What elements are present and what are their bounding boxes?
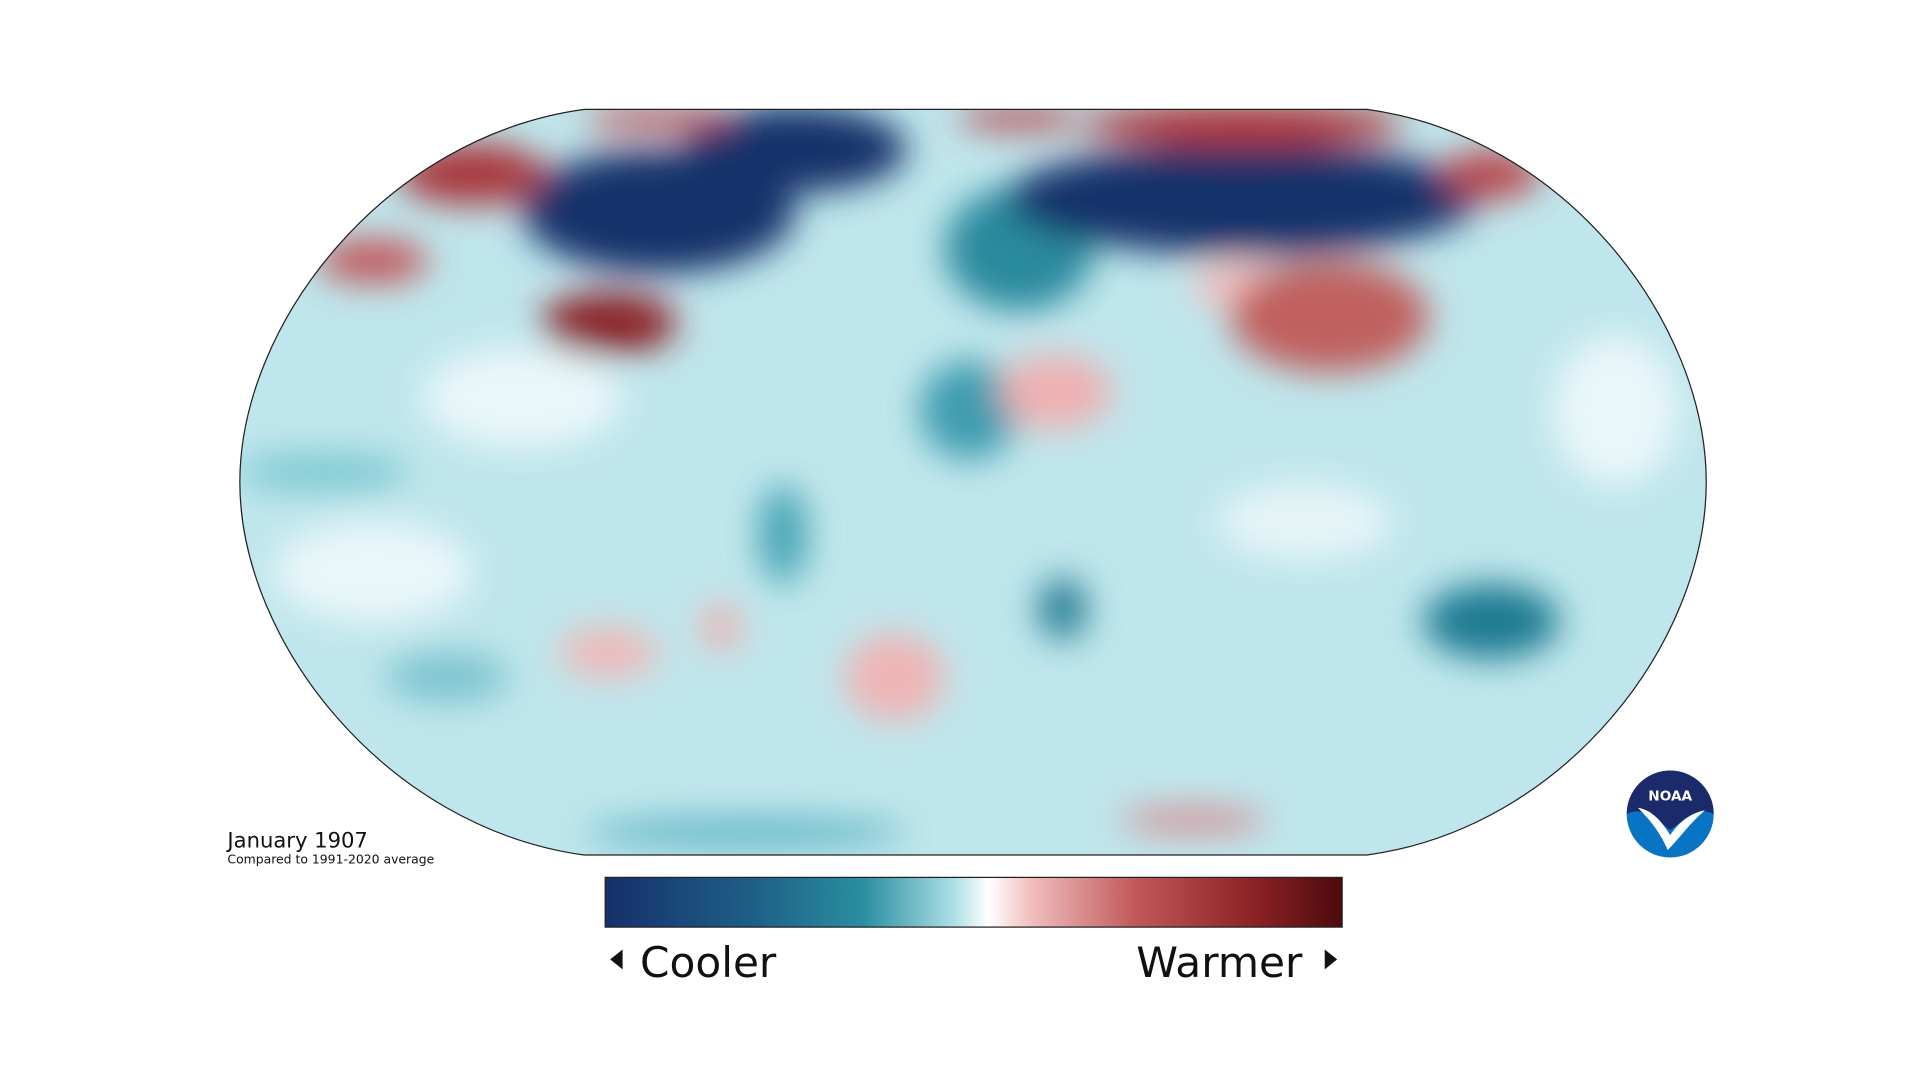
anomaly-map — [239, 109, 1707, 856]
color-scale — [604, 876, 1343, 928]
legend-low: Cooler — [640, 938, 777, 987]
map-subtitle: Compared to 1991-2020 average — [227, 852, 434, 867]
warmer-arrow — [1324, 949, 1338, 970]
map-title: January 1907 — [225, 828, 367, 853]
legend-high: Warmer — [1136, 938, 1303, 987]
logo-text: NOAA — [1648, 788, 1692, 804]
map-outline — [239, 108, 1707, 856]
cooler-arrow — [610, 949, 623, 970]
noaa-logo: NOAA — [1626, 770, 1714, 858]
